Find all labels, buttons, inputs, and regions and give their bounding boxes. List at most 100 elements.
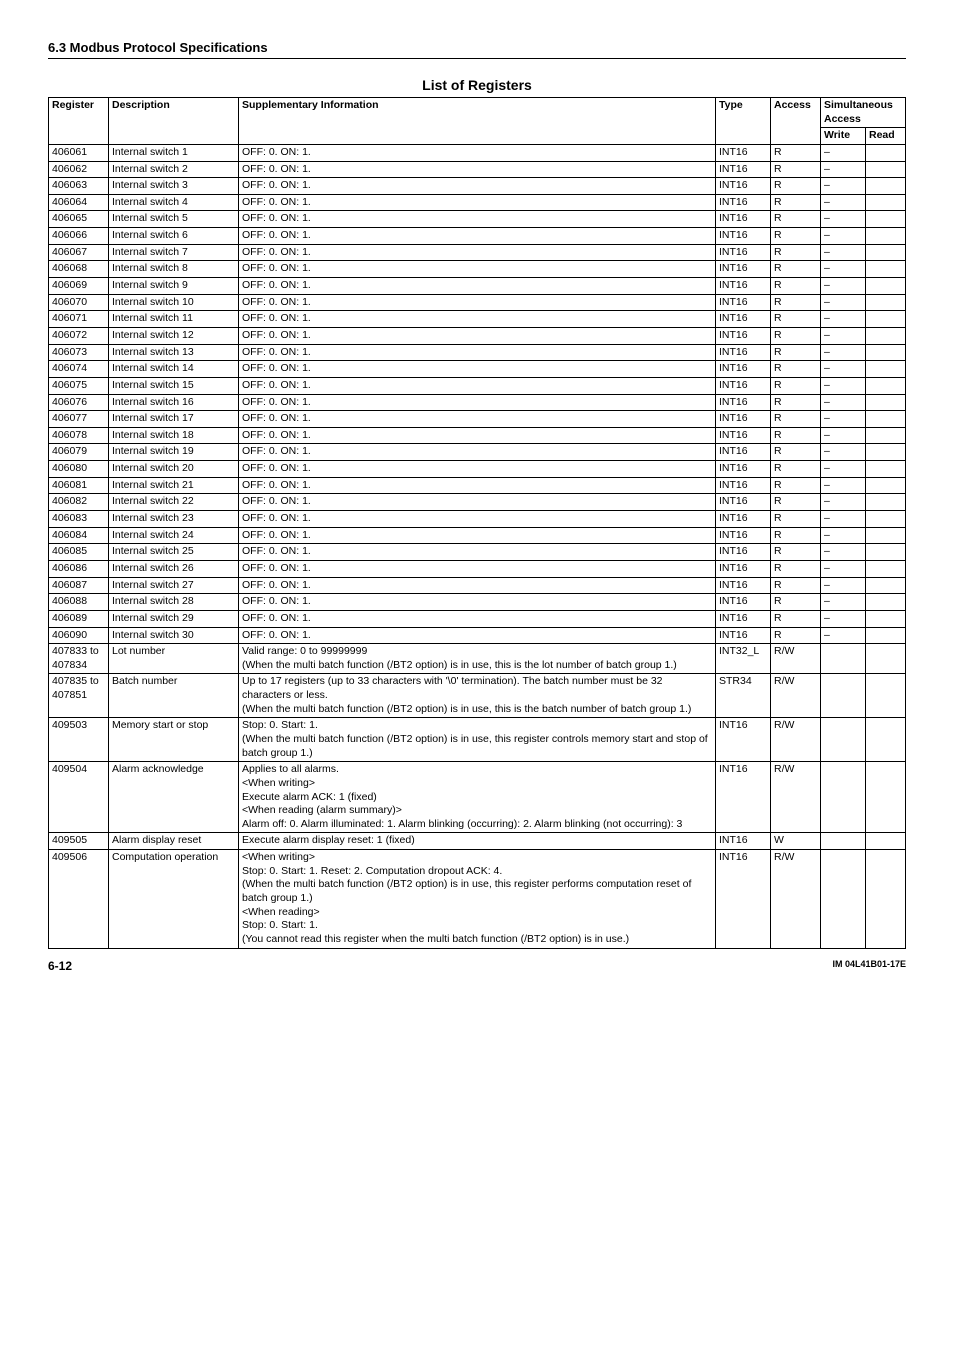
cell-w: – xyxy=(821,377,866,394)
cell-w xyxy=(821,762,866,833)
cell-acc: R xyxy=(771,228,821,245)
cell-w: – xyxy=(821,444,866,461)
table-row: 406064Internal switch 4OFF: 0. ON: 1.INT… xyxy=(49,194,906,211)
cell-w: – xyxy=(821,594,866,611)
cell-w: – xyxy=(821,228,866,245)
table-title: List of Registers xyxy=(48,77,906,93)
cell-acc: R xyxy=(771,261,821,278)
cell-r xyxy=(866,560,906,577)
cell-reg: 406083 xyxy=(49,511,109,528)
cell-desc: Internal switch 14 xyxy=(109,361,239,378)
registers-table: Register Description Supplementary Infor… xyxy=(48,97,906,949)
cell-acc: R xyxy=(771,194,821,211)
cell-desc: Internal switch 15 xyxy=(109,377,239,394)
cell-reg: 406088 xyxy=(49,594,109,611)
cell-reg: 406080 xyxy=(49,461,109,478)
cell-type: INT16 xyxy=(716,344,771,361)
cell-w: – xyxy=(821,610,866,627)
cell-desc: Internal switch 13 xyxy=(109,344,239,361)
table-row: 406069Internal switch 9OFF: 0. ON: 1.INT… xyxy=(49,278,906,295)
table-body: 406061Internal switch 1OFF: 0. ON: 1.INT… xyxy=(49,144,906,948)
cell-w: – xyxy=(821,278,866,295)
cell-acc: R xyxy=(771,610,821,627)
cell-acc: R xyxy=(771,411,821,428)
cell-type: INT16 xyxy=(716,411,771,428)
cell-r xyxy=(866,427,906,444)
cell-type: INT16 xyxy=(716,194,771,211)
cell-desc: Internal switch 16 xyxy=(109,394,239,411)
table-row: 406088Internal switch 28OFF: 0. ON: 1.IN… xyxy=(49,594,906,611)
cell-supp: OFF: 0. ON: 1. xyxy=(239,544,716,561)
cell-desc: Internal switch 6 xyxy=(109,228,239,245)
cell-type: INT16 xyxy=(716,244,771,261)
cell-supp: OFF: 0. ON: 1. xyxy=(239,477,716,494)
cell-supp: Stop: 0. Start: 1.(When the multi batch … xyxy=(239,718,716,762)
table-row: 406085Internal switch 25OFF: 0. ON: 1.IN… xyxy=(49,544,906,561)
cell-acc: R xyxy=(771,244,821,261)
cell-r xyxy=(866,577,906,594)
cell-acc: R xyxy=(771,477,821,494)
cell-reg: 406074 xyxy=(49,361,109,378)
cell-desc: Internal switch 22 xyxy=(109,494,239,511)
table-row: 406073Internal switch 13OFF: 0. ON: 1.IN… xyxy=(49,344,906,361)
cell-acc: R/W xyxy=(771,674,821,718)
cell-type: INT16 xyxy=(716,494,771,511)
cell-reg: 406068 xyxy=(49,261,109,278)
cell-reg: 406089 xyxy=(49,610,109,627)
cell-acc: R xyxy=(771,427,821,444)
cell-type: INT16 xyxy=(716,394,771,411)
table-header-row-1: Register Description Supplementary Infor… xyxy=(49,98,906,128)
cell-desc: Internal switch 26 xyxy=(109,560,239,577)
cell-supp: OFF: 0. ON: 1. xyxy=(239,394,716,411)
cell-r xyxy=(866,833,906,850)
table-row: 406078Internal switch 18OFF: 0. ON: 1.IN… xyxy=(49,427,906,444)
cell-supp: OFF: 0. ON: 1. xyxy=(239,527,716,544)
table-row: 406074Internal switch 14OFF: 0. ON: 1.IN… xyxy=(49,361,906,378)
cell-supp: OFF: 0. ON: 1. xyxy=(239,560,716,577)
cell-type: INT16 xyxy=(716,627,771,644)
table-row: 407833 to 407834Lot numberValid range: 0… xyxy=(49,644,906,674)
cell-reg: 406069 xyxy=(49,278,109,295)
cell-w: – xyxy=(821,161,866,178)
cell-r xyxy=(866,344,906,361)
cell-w xyxy=(821,644,866,674)
cell-supp: OFF: 0. ON: 1. xyxy=(239,627,716,644)
cell-w: – xyxy=(821,261,866,278)
cell-reg: 407833 to 407834 xyxy=(49,644,109,674)
cell-w: – xyxy=(821,427,866,444)
cell-acc: R xyxy=(771,211,821,228)
cell-acc: R xyxy=(771,344,821,361)
cell-type: INT16 xyxy=(716,427,771,444)
table-row: 406065Internal switch 5OFF: 0. ON: 1.INT… xyxy=(49,211,906,228)
cell-r xyxy=(866,762,906,833)
cell-acc: R/W xyxy=(771,718,821,762)
cell-supp: <When writing>Stop: 0. Start: 1. Reset: … xyxy=(239,850,716,948)
cell-acc: R xyxy=(771,327,821,344)
cell-reg: 406077 xyxy=(49,411,109,428)
table-row: 406086Internal switch 26OFF: 0. ON: 1.IN… xyxy=(49,560,906,577)
cell-type: INT16 xyxy=(716,327,771,344)
cell-r xyxy=(866,178,906,195)
cell-acc: R/W xyxy=(771,762,821,833)
cell-w: – xyxy=(821,477,866,494)
cell-acc: R xyxy=(771,577,821,594)
cell-r xyxy=(866,610,906,627)
cell-acc: R xyxy=(771,311,821,328)
cell-type: INT16 xyxy=(716,211,771,228)
cell-r xyxy=(866,850,906,948)
cell-supp: OFF: 0. ON: 1. xyxy=(239,144,716,161)
cell-desc: Internal switch 21 xyxy=(109,477,239,494)
cell-acc: R xyxy=(771,444,821,461)
table-row: 406082Internal switch 22OFF: 0. ON: 1.IN… xyxy=(49,494,906,511)
cell-acc: R/W xyxy=(771,644,821,674)
cell-r xyxy=(866,311,906,328)
cell-r xyxy=(866,161,906,178)
cell-supp: OFF: 0. ON: 1. xyxy=(239,344,716,361)
cell-type: INT16 xyxy=(716,610,771,627)
cell-desc: Batch number xyxy=(109,674,239,718)
cell-r xyxy=(866,327,906,344)
cell-supp: OFF: 0. ON: 1. xyxy=(239,211,716,228)
th-access: Access xyxy=(771,98,821,145)
cell-supp: OFF: 0. ON: 1. xyxy=(239,577,716,594)
cell-reg: 406078 xyxy=(49,427,109,444)
